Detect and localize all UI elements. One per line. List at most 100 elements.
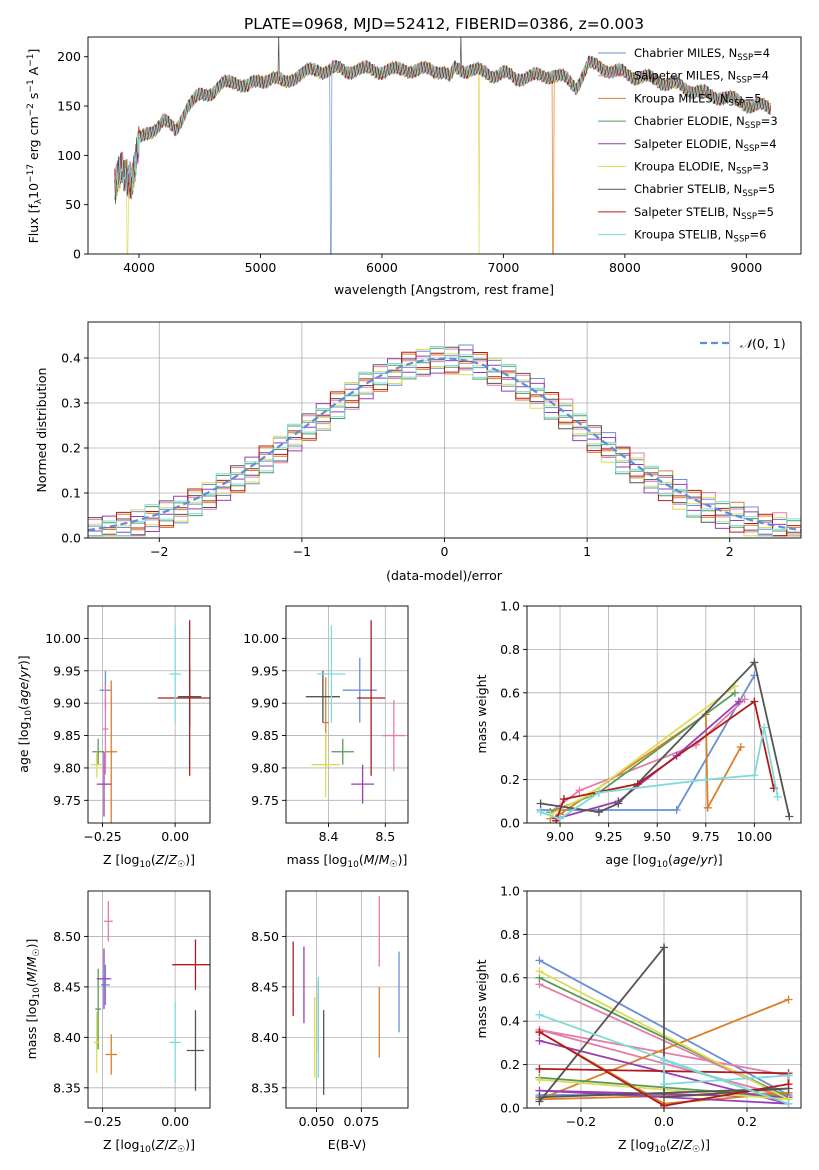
weight-marker	[660, 1080, 668, 1089]
normal-curve	[88, 357, 801, 532]
legend-entry: Chabrier MILES, NSSP=4	[634, 46, 770, 63]
weight-marker	[535, 967, 544, 976]
x-tick-label: −2	[150, 544, 168, 559]
y-tick-label: 0.4	[500, 729, 520, 744]
axes-spectrum: 4000 5000 6000 7000 8000 9000 0 50 100 150 200 wave…	[26, 36, 802, 297]
plot-area-age-vs-Z	[88, 606, 210, 823]
axes-mass-vs-Z: −0.25 0.00 8.35 8.40 8.45 8.50 Z [log10(Z/Z☉)]…	[24, 890, 211, 1155]
y-tick-label: 0.6	[500, 685, 520, 700]
plot-area-weight-vs-Z	[527, 891, 801, 1108]
x-tick-label: 8.5	[375, 829, 395, 844]
axes-age-vs-mass: 8.4 8.5 9.75 9.80 9.85 9.90 9.95 10.00 mass [log…	[243, 605, 409, 870]
weight-marker	[784, 1099, 793, 1108]
y-tick-label: 0.4	[500, 1014, 520, 1029]
weight-marker	[559, 795, 568, 804]
errorbar-point	[105, 1034, 118, 1075]
y-tick-label: 0	[73, 247, 81, 262]
y-axis-label: mass weight	[474, 674, 489, 753]
weight-marker	[784, 1080, 793, 1089]
x-tick-label: 8.4	[319, 829, 339, 844]
weight-marker	[760, 723, 769, 732]
x-axis-label: E(B-V)	[328, 1137, 367, 1152]
y-tick-label: 150	[57, 99, 81, 114]
weight-marker	[575, 786, 584, 795]
y-tick-label: 9.75	[251, 793, 279, 808]
weight-marker	[536, 808, 545, 817]
axes-frame	[526, 605, 802, 824]
errorbar-point	[317, 625, 346, 723]
x-axis-label: mass [log10(M/M☉)]	[287, 852, 408, 870]
y-tick-label: 9.90	[251, 696, 279, 711]
x-tick-label: 4000	[123, 260, 155, 275]
spectrum-legend: Chabrier MILES, NSSP=4 Salpeter MILES, NS…	[598, 46, 778, 245]
y-tick-label: 8.45	[53, 979, 81, 994]
x-tick-label: 0.00	[161, 829, 189, 844]
x-tick-label: 9.00	[546, 829, 574, 844]
errorbar-point	[169, 1002, 181, 1083]
errorbar-point	[351, 764, 374, 804]
errorbar-point	[382, 699, 406, 772]
y-tick-label: 100	[57, 148, 81, 163]
errorbar-point	[169, 625, 181, 723]
x-tick-label: 5000	[245, 260, 277, 275]
weight-line	[555, 699, 775, 822]
y-tick-label: 9.85	[251, 728, 279, 743]
weight-marker	[750, 771, 759, 780]
y-axis-label: Normed distribution	[34, 368, 49, 493]
x-axis-label: age [log10(age/yr)]	[605, 852, 722, 870]
weight-marker	[734, 697, 743, 706]
histogram-kroupa-stelib	[88, 346, 801, 537]
plot-area-mass-vs-EBV	[286, 891, 408, 1108]
axes-weight-vs-Z: −0.2 0.0 0.2 0.0 0.2 0.4 0.6 0.8 1.0 Z [log10(Z/Z…	[474, 884, 802, 1155]
weight-line	[540, 727, 779, 820]
errorbar-point	[102, 683, 109, 775]
y-tick-label: 0.0	[61, 531, 81, 546]
y-tick-label: 9.95	[53, 663, 81, 678]
errorbar-point	[311, 732, 340, 798]
legend-entry: Kroupa STELIB, NSSP=6	[634, 228, 766, 245]
x-tick-label: −0.25	[83, 829, 121, 844]
errorbar-point	[93, 1012, 100, 1073]
x-tick-label: 9.25	[595, 829, 623, 844]
y-tick-label: 0.2	[500, 772, 520, 787]
y-tick-label: 0.0	[500, 816, 520, 831]
weight-marker	[750, 697, 759, 706]
weight-marker	[701, 775, 710, 784]
weight-marker	[740, 695, 749, 704]
x-tick-label: 2	[726, 544, 734, 559]
plot-area-weight-vs-age	[527, 606, 801, 823]
weight-marker	[785, 812, 794, 821]
axes-mass-vs-EBV: 0.050 0.075 8.35 8.40 8.45 8.50 E(B-V)	[251, 890, 409, 1152]
weight-marker	[535, 1064, 544, 1073]
errorbar-point	[96, 948, 112, 1010]
y-axis-label: mass weight	[474, 959, 489, 1038]
x-tick-label: −1	[293, 544, 311, 559]
x-tick-label: 10.00	[736, 829, 772, 844]
y-tick-label: 9.85	[53, 728, 81, 743]
x-tick-label: 0.0	[654, 1114, 674, 1129]
y-tick-label: 50	[65, 197, 81, 212]
y-tick-label: 10.00	[45, 631, 81, 646]
y-axis-label: age [log10(age/yr)]	[16, 655, 34, 772]
weight-marker	[660, 943, 668, 952]
weight-marker	[736, 743, 745, 752]
weight-marker	[703, 803, 712, 812]
axes-frame	[285, 605, 409, 824]
weight-marker	[556, 814, 565, 823]
legend-entry: Salpeter ELODIE, NSSP=4	[634, 137, 777, 154]
y-tick-label: 9.90	[53, 696, 81, 711]
axes-frame	[285, 890, 409, 1109]
errorbar-point	[92, 738, 104, 765]
y-tick-label: 0.1	[61, 486, 81, 501]
x-tick-label: 8000	[609, 260, 641, 275]
weight-marker	[672, 805, 681, 814]
errorbar-point	[105, 680, 118, 823]
y-tick-label: 0.8	[500, 927, 520, 942]
weight-marker	[594, 788, 603, 797]
plot-area-spectrum	[114, 37, 771, 254]
errorbar-point	[356, 620, 386, 776]
axes-frame	[87, 890, 211, 1109]
x-tick-label: 9.75	[692, 829, 720, 844]
weight-marker	[660, 1056, 668, 1065]
